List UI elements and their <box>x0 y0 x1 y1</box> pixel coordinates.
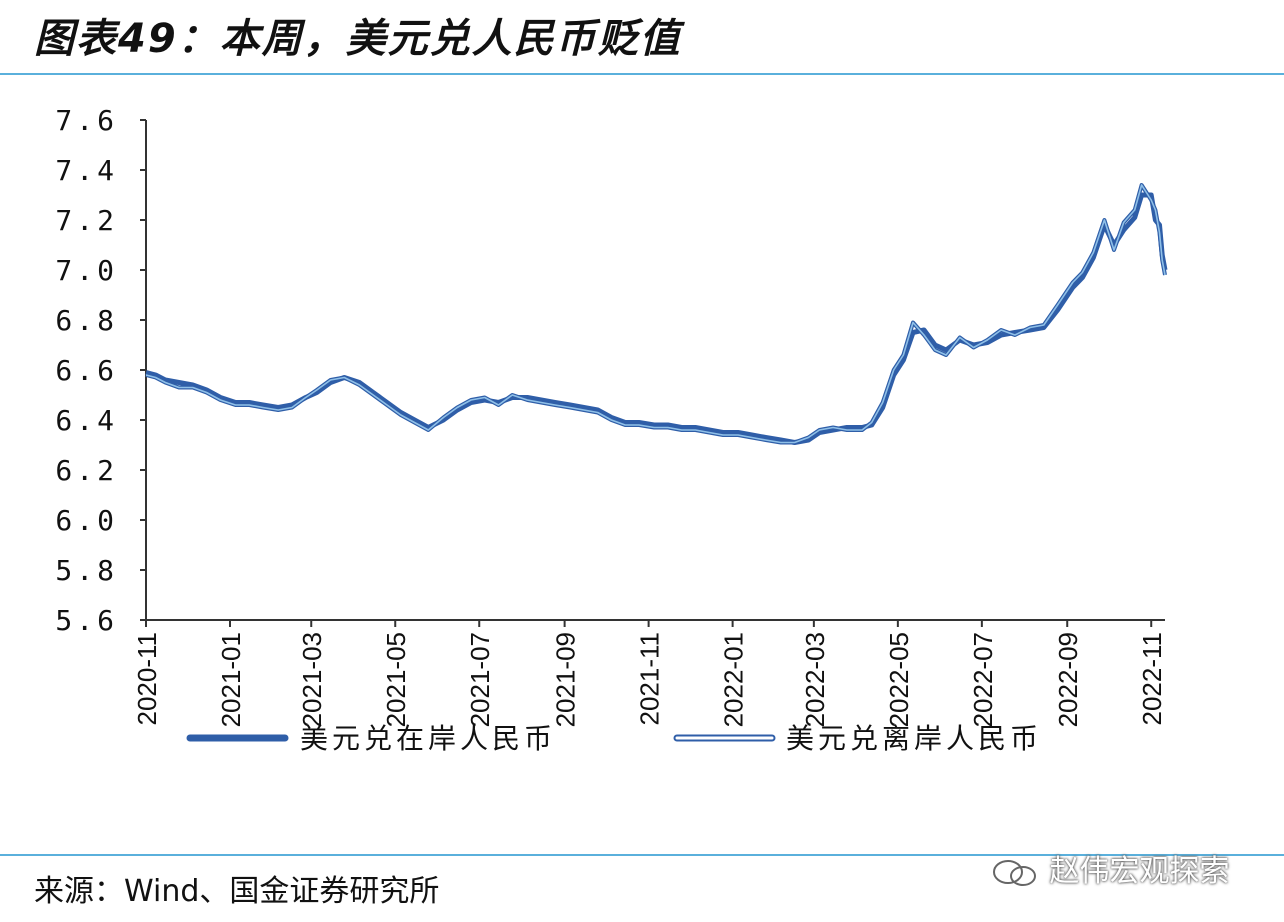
series-line-offshore-outline <box>145 183 1167 445</box>
x-tick-label: 2021-07 <box>465 632 495 727</box>
x-axis: 2020-11 2021-01 2021-03 2021-05 2021-07 2021-… <box>132 619 1167 727</box>
series-line-offshore <box>145 184 1166 444</box>
y-tick-label: 5.8 <box>55 554 118 587</box>
y-tick-label: 6.0 <box>55 504 118 537</box>
y-axis: 7.6 7.4 7.2 7.0 6.8 6.6 6.4 6.2 6.0 5.8 5.6 <box>55 104 147 637</box>
y-tick-label: 6.4 <box>55 404 118 437</box>
x-tick-label: 2021-09 <box>551 632 581 727</box>
watermark-text: 赵伟宏观探索 <box>1049 854 1230 889</box>
y-tick-label: 6.8 <box>55 304 118 337</box>
x-tick-label: 2022-03 <box>800 632 830 727</box>
y-tick-label: 7.2 <box>55 204 118 237</box>
x-tick-label: 2021-11 <box>635 632 665 726</box>
x-tick-label: 2021-05 <box>381 632 411 727</box>
series-layer <box>145 183 1168 445</box>
y-tick-label: 7.6 <box>55 104 118 137</box>
chart: 7.6 7.4 7.2 7.0 6.8 6.6 6.4 6.2 6.0 5.8 5.6 2020-1… <box>55 104 1168 755</box>
legend-label-onshore: 美元兑在岸人民币 <box>300 722 556 755</box>
y-tick-label: 6.6 <box>55 354 118 387</box>
x-tick-label: 2021-01 <box>216 632 246 727</box>
wechat-icon <box>993 859 1036 886</box>
y-tick-label: 6.2 <box>55 454 118 487</box>
series-line-onshore <box>145 192 1168 445</box>
x-tick-label: 2021-03 <box>297 632 327 727</box>
bottom-rule <box>0 854 1284 856</box>
x-tick-label: 2022-09 <box>1053 632 1083 727</box>
chart-title: 图表49：本周，美元兑人民币贬值 <box>34 16 682 62</box>
x-tick-label: 2022-07 <box>968 632 998 727</box>
y-tick-label: 5.6 <box>55 604 118 637</box>
legend-label-offshore: 美元兑离岸人民币 <box>786 722 1042 755</box>
y-tick-label: 7.0 <box>55 254 118 287</box>
watermark: 赵伟宏观探索 <box>990 846 1230 890</box>
x-tick-label: 2022-11 <box>1137 632 1167 726</box>
y-tick-label: 7.4 <box>55 154 118 187</box>
x-tick-label: 2022-01 <box>719 632 749 727</box>
top-rule <box>0 73 1284 75</box>
source-note: 来源：Wind、国金证券研究所 <box>34 874 440 909</box>
x-tick-label: 2022-05 <box>884 632 914 727</box>
legend: 美元兑在岸人民币 美元兑离岸人民币 <box>186 722 1042 755</box>
x-tick-label: 2020-11 <box>132 632 162 726</box>
